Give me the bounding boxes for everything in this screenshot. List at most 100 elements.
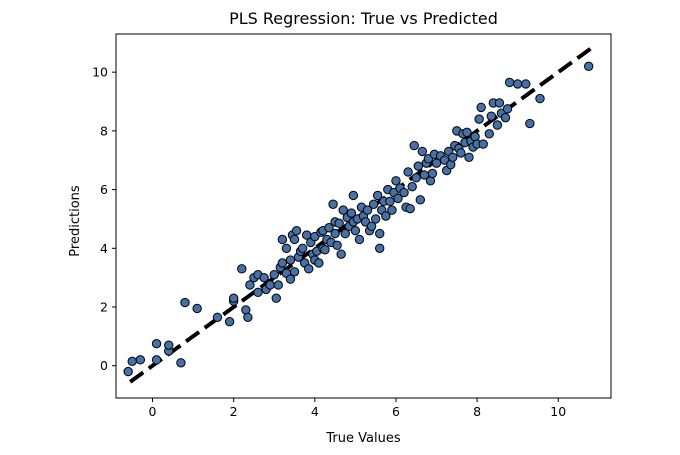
data-point — [350, 225, 361, 236]
data-point — [375, 243, 385, 253]
data-point — [340, 228, 350, 239]
data-point — [504, 77, 515, 88]
data-point — [391, 176, 401, 186]
data-point — [212, 312, 223, 322]
data-point — [328, 199, 338, 209]
data-point — [464, 152, 474, 162]
data-point — [375, 228, 385, 239]
data-point — [409, 140, 419, 151]
data-point — [494, 98, 505, 108]
data-point — [271, 293, 281, 303]
data-point — [486, 111, 497, 121]
data-point — [336, 249, 346, 259]
y-tick-label: 0 — [100, 358, 108, 373]
data-point — [277, 258, 288, 268]
data-point — [456, 148, 466, 158]
data-point — [387, 205, 397, 215]
data-point — [411, 173, 421, 183]
data-point — [285, 274, 296, 284]
data-point — [385, 196, 395, 207]
data-point — [413, 161, 423, 171]
data-point — [512, 79, 523, 89]
data-point — [474, 114, 484, 124]
y-tick-label: 10 — [92, 65, 108, 80]
x-tick-label: 4 — [311, 404, 319, 419]
x-tick-label: 8 — [473, 404, 481, 419]
data-point — [281, 243, 292, 253]
data-point — [583, 61, 594, 71]
plot-area-frame — [115, 33, 612, 399]
data-point — [289, 234, 300, 245]
data-point — [368, 199, 379, 209]
data-point — [370, 214, 381, 224]
data-point — [381, 211, 391, 221]
data-point — [346, 208, 357, 218]
data-point — [289, 267, 300, 277]
data-point — [245, 280, 255, 290]
data-point — [192, 303, 202, 314]
data-point — [393, 193, 403, 204]
data-point — [265, 280, 275, 290]
data-point — [399, 187, 409, 198]
data-point — [151, 338, 162, 349]
data-point — [492, 120, 503, 130]
data-point — [502, 104, 513, 114]
y-tick-label: 2 — [100, 300, 108, 315]
y-axis-label: Predictions — [68, 185, 83, 257]
data-point — [151, 355, 162, 365]
y-tick-label: 6 — [100, 182, 108, 197]
data-point — [521, 79, 531, 89]
data-point — [354, 234, 365, 245]
data-point — [180, 297, 190, 308]
data-point — [176, 358, 186, 368]
data-point — [259, 272, 269, 283]
data-point — [285, 255, 296, 265]
data-point — [228, 293, 239, 303]
data-point — [431, 158, 442, 168]
data-point — [427, 168, 438, 179]
data-point — [500, 112, 511, 123]
data-point — [297, 243, 308, 253]
data-point — [366, 221, 377, 231]
data-point — [535, 93, 545, 104]
x-tick-label: 2 — [230, 404, 238, 419]
data-point — [253, 287, 263, 298]
data-point — [324, 223, 334, 233]
data-point — [224, 316, 235, 327]
y-tick-label: 4 — [100, 241, 108, 256]
data-point — [405, 203, 415, 214]
chart-title: PLS Regression: True vs Predicted — [229, 9, 498, 28]
data-point — [243, 312, 253, 322]
data-point — [237, 264, 247, 274]
data-point — [407, 181, 417, 192]
data-point — [164, 340, 174, 350]
data-point — [525, 118, 535, 129]
data-point — [448, 152, 458, 162]
data-point — [269, 270, 279, 280]
x-tick-label: 6 — [392, 404, 400, 419]
axis-ticks-layer: 0 2 4 6 8 10 0 2 4 6 8 10 — [92, 65, 566, 419]
data-point — [277, 234, 288, 245]
data-point — [373, 190, 383, 201]
data-point — [127, 356, 137, 367]
x-axis-label: True Values — [325, 431, 400, 446]
data-point — [348, 190, 359, 201]
data-point — [320, 245, 330, 255]
x-tick-label: 0 — [149, 404, 157, 419]
y-tick-label: 8 — [100, 123, 108, 138]
scatter-points-layer — [123, 61, 594, 377]
data-point — [338, 205, 348, 215]
data-point — [417, 146, 428, 157]
data-point — [330, 228, 340, 239]
data-point — [314, 258, 324, 268]
data-point — [478, 139, 488, 149]
x-tick-label: 10 — [550, 404, 566, 419]
data-point — [304, 264, 314, 274]
data-point — [415, 195, 426, 205]
data-point — [135, 355, 146, 365]
data-point — [123, 366, 133, 377]
data-point — [476, 102, 486, 113]
data-point — [462, 127, 472, 138]
data-point — [273, 280, 283, 290]
